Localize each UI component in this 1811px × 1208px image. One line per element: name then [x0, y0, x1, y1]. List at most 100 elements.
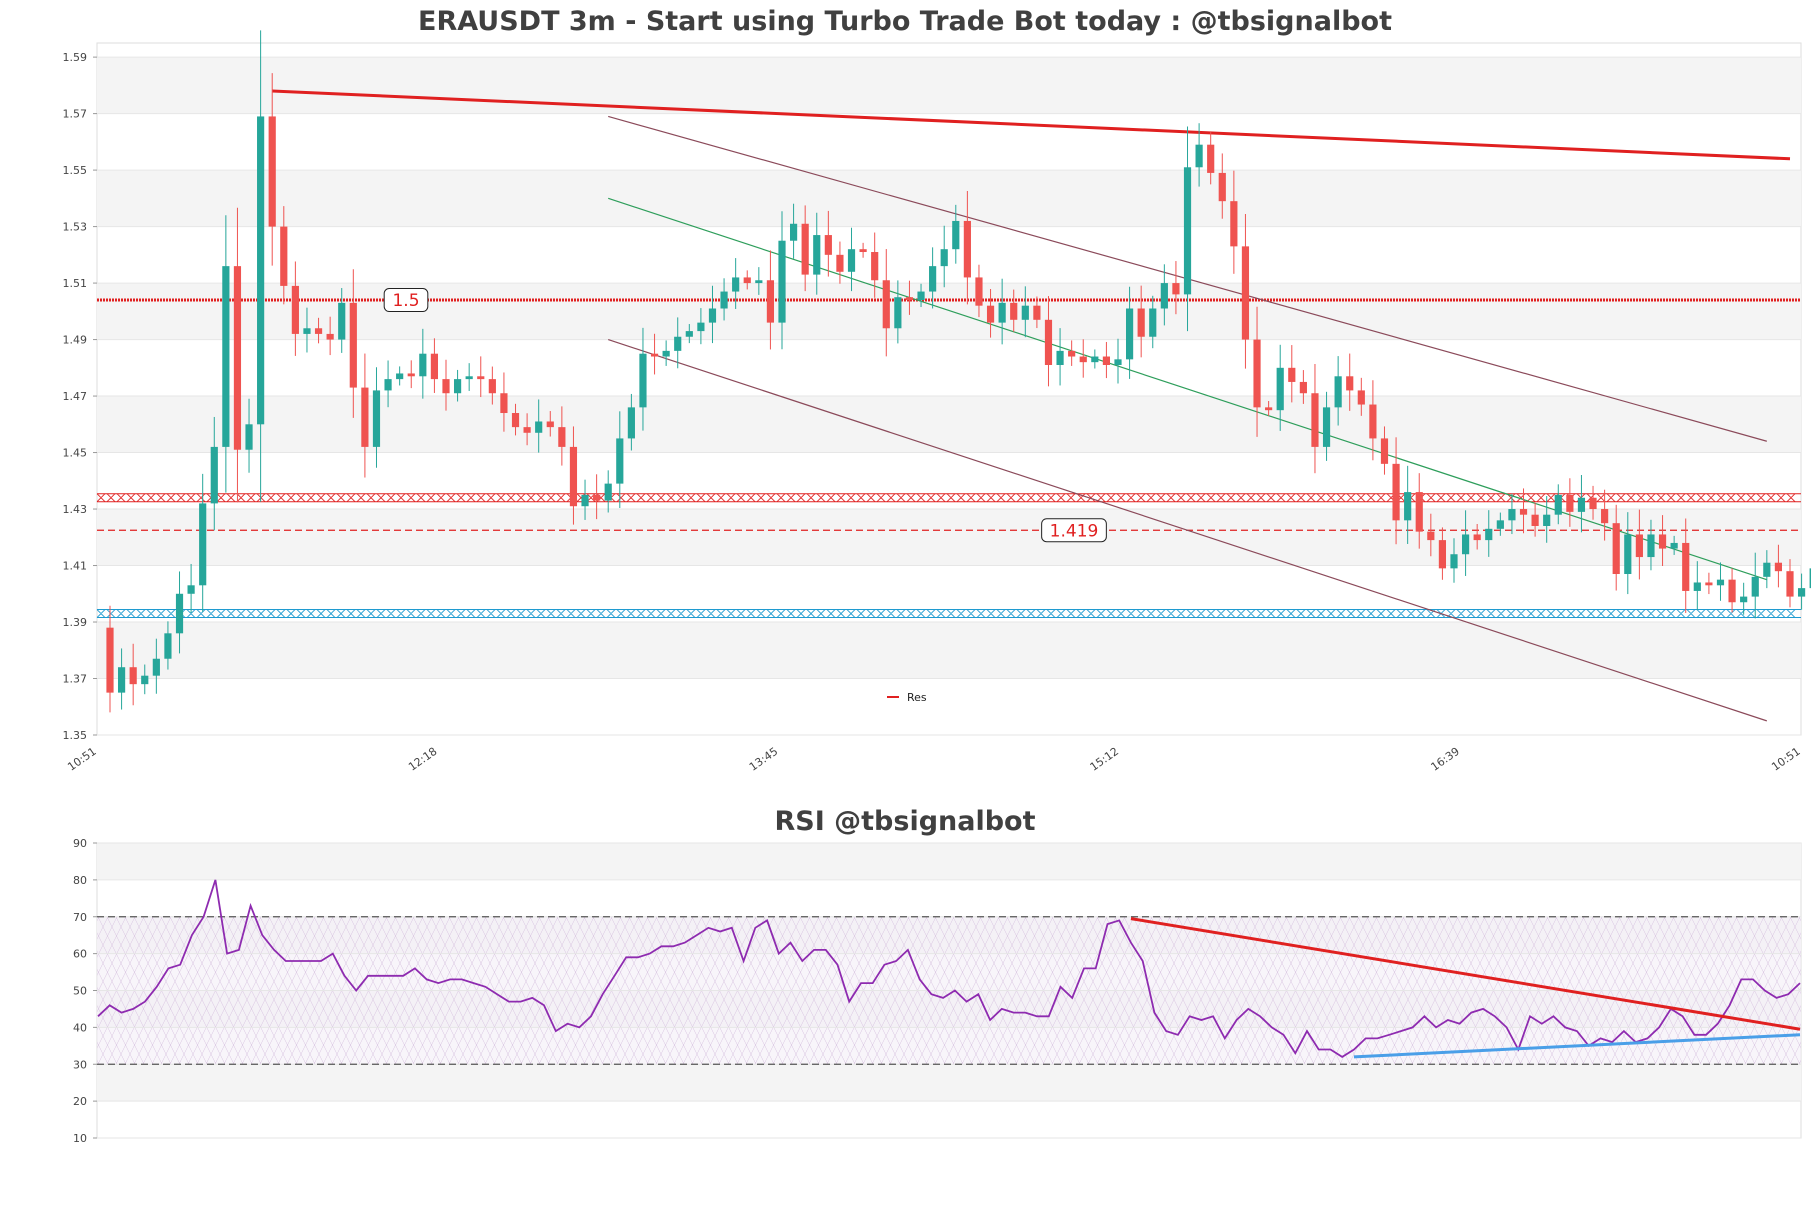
candle-body [1160, 283, 1168, 309]
candle-body [500, 393, 508, 414]
x-tick-label: 10:51 [65, 745, 98, 774]
candle-body [1207, 144, 1215, 173]
candle-body [129, 667, 137, 685]
candle-body [801, 223, 809, 275]
y-tick-label: 1.47 [63, 390, 88, 403]
legend: Res [887, 691, 927, 704]
candle-body [245, 424, 253, 450]
y-tick-label: 1.37 [63, 673, 88, 686]
candle-body [1114, 359, 1122, 365]
legend-label-res: Res [907, 691, 927, 704]
x-tick-label: 12:18 [406, 745, 439, 774]
rsi-chart: RSI @tbsignalbot 10 20 30 40 50 60 70 80 90 [73, 806, 1802, 1145]
candle-body [1473, 534, 1481, 541]
price-y-axis: 1.35 1.37 1.39 1.41 1.43 1.45 1.47 1.49 1.51 1.53… [63, 51, 97, 742]
candle-body [650, 353, 659, 357]
candle-body [1056, 350, 1064, 365]
candle-body [338, 302, 346, 340]
candle-body [430, 353, 439, 380]
level-label-1-5-box [383, 288, 429, 313]
candle-body [1728, 579, 1736, 603]
candle-body [303, 328, 311, 334]
candle-body [1647, 534, 1655, 558]
resistance-trendline [272, 89, 1791, 161]
rsi-y-tick-label: 60 [73, 948, 87, 961]
candle-body [1786, 571, 1794, 597]
candle-body [164, 633, 172, 659]
rsi-grid-bands [97, 842, 1801, 1139]
candle-body [743, 277, 751, 284]
candle-body [1404, 492, 1412, 521]
candle-body [1670, 542, 1678, 549]
x-tick-label: 15:12 [1088, 745, 1121, 774]
candle-body [1450, 554, 1458, 569]
candle-body [708, 308, 717, 323]
level-labels: 1.5 1.419 [383, 288, 1107, 543]
x-tick-label: 13:45 [747, 745, 780, 774]
candle-body [1276, 367, 1284, 411]
y-tick-label: 1.45 [63, 447, 88, 460]
grid-band [97, 57, 1801, 114]
candle-body [1044, 319, 1053, 365]
price-chart: ERAUSDT 3m - Start using Turbo Trade Bot… [63, 6, 1811, 774]
candle-body [1577, 497, 1586, 512]
candle-body [326, 333, 334, 340]
price-x-axis: 10:51 12:18 13:45 15:12 16:39 10:51 [65, 745, 1802, 774]
candle-body [824, 235, 832, 255]
candle-body [546, 421, 554, 428]
candle-body [674, 336, 682, 351]
candle-body [558, 427, 566, 447]
candle-body [280, 226, 288, 286]
candle-body [1311, 393, 1319, 447]
zone-hatch [96, 609, 1796, 618]
candle-body [569, 446, 578, 507]
price-chart-title: ERAUSDT 3m - Start using Turbo Trade Bot… [418, 6, 1392, 37]
candle-body [396, 373, 404, 380]
candle-body [314, 328, 323, 334]
candle-body [187, 585, 195, 594]
y-tick-label: 1.49 [63, 334, 88, 347]
candle-body [1635, 534, 1643, 558]
grid-band [97, 622, 1801, 679]
candle-body [1102, 356, 1111, 365]
candle-body [1357, 390, 1365, 405]
candle-body [1137, 308, 1145, 337]
candle-body [1612, 523, 1620, 575]
level-label-1-5: 1.5 [392, 291, 419, 311]
candle-body [905, 297, 914, 301]
candle-body [1218, 172, 1226, 202]
candle-body [593, 494, 601, 501]
candle-body [998, 302, 1006, 323]
candle-body [604, 483, 612, 501]
candle-body [210, 446, 218, 504]
candle-body [175, 593, 184, 634]
candle-body [1554, 494, 1562, 515]
candle-body [1519, 509, 1528, 515]
candle-body [1427, 531, 1435, 541]
candle-body [789, 223, 798, 241]
candle-body [1253, 339, 1261, 408]
candle-body [616, 438, 624, 484]
y-tick-label: 1.53 [63, 221, 88, 234]
candle-body [1797, 588, 1806, 597]
candle-body [1624, 534, 1632, 575]
candle-body [685, 331, 693, 337]
candle-body [1461, 534, 1470, 555]
candle-body [1079, 356, 1087, 363]
candle-body [349, 302, 357, 388]
candle-body [581, 494, 589, 507]
candle-body [1265, 407, 1273, 411]
candle-body [268, 116, 276, 227]
rsi-y-tick-label: 40 [73, 1021, 87, 1034]
candle-body [1415, 492, 1423, 532]
rsi-resistance-trendline [1130, 917, 1801, 1031]
price-plot-area [96, 42, 1802, 736]
candle-body [662, 350, 670, 357]
candle-body [1774, 562, 1783, 572]
candle-body [1543, 514, 1551, 526]
candle-body [766, 280, 775, 323]
rsi-y-tick-label: 70 [73, 911, 87, 924]
rsi-y-tick-label: 90 [73, 837, 87, 850]
candle-body [1485, 528, 1493, 541]
